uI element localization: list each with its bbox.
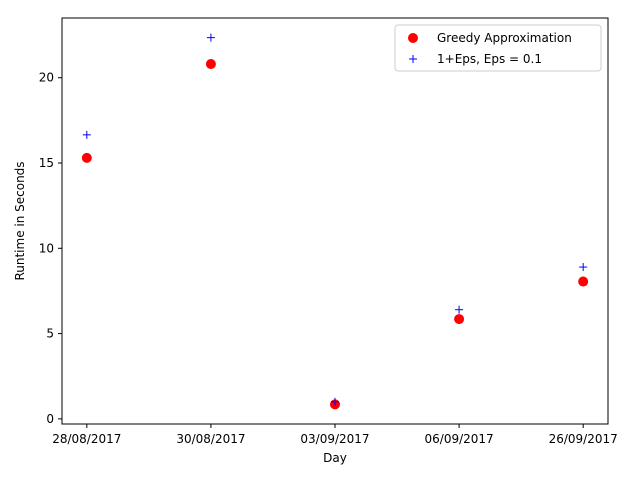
circle-point [81,152,92,163]
y-tick-label: 0 [46,412,54,426]
y-tick-label: 5 [46,327,54,341]
plus-point [206,33,215,42]
y-tick-label: 20 [39,71,54,85]
plus-point [579,263,588,272]
legend-entry: 1+Eps, Eps = 0.1 [409,52,542,66]
circle-point [454,314,465,325]
series-2 [82,33,588,406]
x-tick-label: 26/09/2017 [549,432,618,446]
x-tick-label: 03/09/2017 [300,432,369,446]
x-tick-label: 28/08/2017 [52,432,121,446]
y-tick-label: 10 [39,241,54,255]
circle-point [205,59,216,70]
legend-plus-marker [409,55,417,63]
x-axis-ticks: 28/08/2017 30/08/2017 03/09/2017 06/09/2017… [52,424,618,446]
legend-label: Greedy Approximation [437,31,572,45]
x-tick-label: 06/09/2017 [425,432,494,446]
legend-circle-marker [408,33,418,43]
y-axis-ticks: 0 5 10 15 20 [39,71,62,426]
x-tick-label: 30/08/2017 [176,432,245,446]
circle-point [578,276,589,287]
legend-entry: Greedy Approximation [408,31,572,45]
x-axis-label: Day [323,451,347,465]
plus-point [331,397,339,406]
legend-label: 1+Eps, Eps = 0.1 [437,52,542,66]
plus-point [455,305,464,314]
y-tick-label: 15 [39,156,54,170]
series-1 [81,59,589,410]
plus-point [82,130,91,139]
data-marks [81,33,589,410]
y-axis-label: Runtime in Seconds [13,161,27,280]
legend: Greedy Approximation 1+Eps, Eps = 0.1 [394,24,602,72]
legend-box [394,24,602,72]
